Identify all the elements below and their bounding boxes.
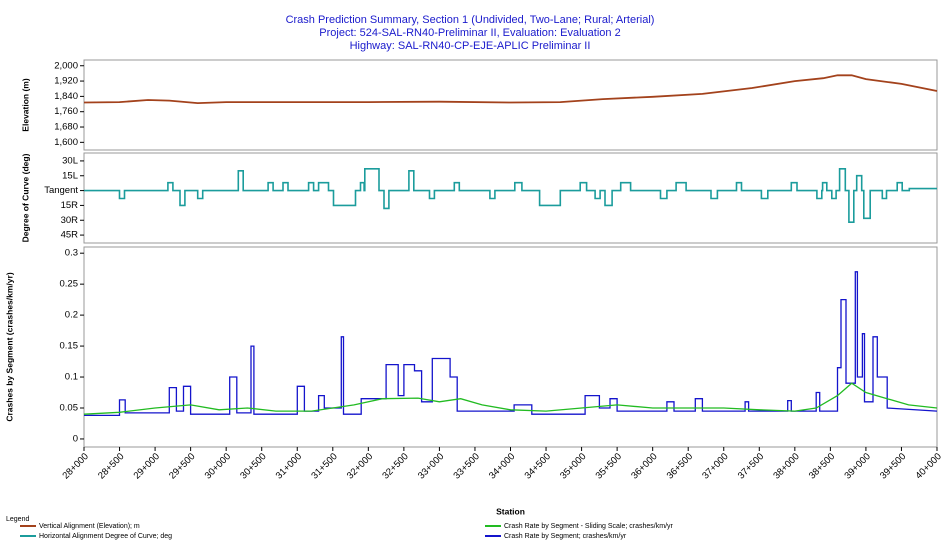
x-tick-label: 32+000 (345, 451, 375, 481)
legend-label: Vertical Alignment (Elevation); m (39, 523, 140, 530)
x-tick-label: 37+500 (736, 451, 766, 481)
y-tick-label: 1,680 (54, 122, 78, 133)
line (83, 382, 938, 415)
x-tick-label: 33+500 (451, 451, 481, 481)
x-tick-label: 37+000 (700, 451, 730, 481)
y-tick-label: 0.2 (65, 310, 78, 321)
y-tick-label: 1,600 (54, 137, 78, 148)
y-tick-label: 30L (62, 155, 78, 166)
legend-title: Legend (6, 516, 29, 523)
y-tick-label: 0.15 (60, 341, 79, 352)
y-tick-label: 1,840 (54, 91, 78, 102)
y-axis-label: Degree of Curve (deg) (20, 153, 30, 242)
y-axis-label: Elevation (m) (20, 78, 30, 132)
line (84, 168, 937, 223)
x-tick-label: 29+000 (132, 451, 162, 481)
legend-label: Horizontal Alignment Degree of Curve; de… (39, 533, 172, 540)
x-tick-label: 29+500 (167, 451, 197, 481)
chart-title: Crash Prediction Summary, Section 1 (Und… (286, 14, 655, 26)
y-tick-label: 15R (61, 200, 79, 211)
x-tick-label: 31+500 (309, 451, 339, 481)
x-tick-label: 36+000 (629, 451, 659, 481)
chart-subtitle: Highway: SAL-RN40-CP-EJE-APLIC Prelimina… (350, 40, 591, 52)
x-tick-label: 39+000 (842, 451, 872, 481)
y-tick-label: 0.3 (65, 248, 78, 259)
x-tick-label: 35+500 (594, 451, 624, 481)
line (83, 74, 938, 105)
y-tick-label: 1,920 (54, 76, 78, 87)
x-tick-label: 28+500 (96, 451, 126, 481)
y-tick-label: 1,760 (54, 106, 78, 117)
x-tick-label: 39+500 (878, 451, 908, 481)
line (84, 271, 938, 417)
plot-area (83, 152, 938, 244)
x-tick-label: 33+000 (416, 451, 446, 481)
x-tick-label: 32+500 (380, 451, 410, 481)
x-tick-label: 38+500 (807, 451, 837, 481)
y-tick-label: 0.1 (65, 372, 78, 383)
x-tick-label: 30+500 (238, 451, 268, 481)
y-tick-label: 0 (73, 433, 78, 444)
x-tick-label: 28+000 (61, 451, 91, 481)
x-tick-label: 34+500 (523, 451, 553, 481)
x-tick-label: 38+000 (771, 451, 801, 481)
y-axis-label: Crashes by Segment (crashes/km/yr) (4, 272, 14, 421)
plot-area (83, 246, 938, 448)
y-tick-label: 15L (62, 170, 78, 181)
x-tick-label: 36+500 (665, 451, 695, 481)
x-axis-label: Station (496, 506, 525, 516)
x-tick-label: 30+000 (203, 451, 233, 481)
y-tick-label: 30R (61, 215, 79, 226)
y-tick-label: 0.05 (60, 403, 79, 414)
chart-subtitle: Project: 524-SAL-RN40-Preliminar II, Eva… (319, 27, 620, 39)
y-tick-label: 2,000 (54, 60, 78, 71)
x-tick-label: 31+000 (274, 451, 304, 481)
legend-label: Crash Rate by Segment; crashes/km/yr (504, 533, 627, 540)
legend-label: Crash Rate by Segment - Sliding Scale; c… (504, 523, 674, 530)
x-tick-label: 34+000 (487, 451, 517, 481)
x-tick-label: 40+000 (914, 451, 944, 481)
y-tick-label: 0.25 (60, 279, 79, 290)
x-tick-label: 35+000 (558, 451, 588, 481)
y-tick-label: Tangent (44, 185, 78, 196)
y-tick-label: 45R (61, 230, 79, 241)
plot-area (83, 59, 938, 151)
